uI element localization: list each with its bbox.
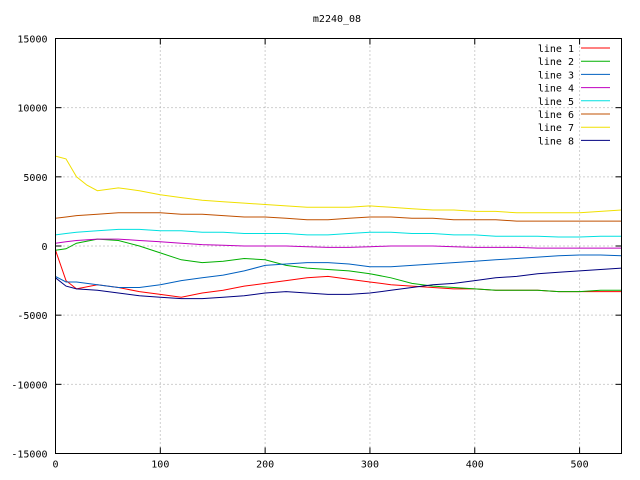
x-tick-label: 400 [466, 460, 484, 471]
legend-label-8: line 8 [538, 136, 574, 147]
chart-title: m2240_08 [313, 14, 361, 25]
y-tick-label: 10000 [17, 104, 47, 115]
series-layer [55, 155, 622, 300]
legend-label-6: line 6 [538, 110, 574, 121]
axes: 0 100 200 300 400 500 -15000 -10000 -5000 0 5000 10… [11, 35, 622, 471]
legend-label-3: line 3 [538, 70, 574, 81]
series-line-6 [55, 212, 622, 222]
y-tick-label: 0 [41, 242, 47, 253]
x-tick-label: 300 [361, 460, 379, 471]
legend-label-7: line 7 [538, 123, 574, 134]
series-line-2 [55, 238, 622, 293]
series-line-8 [55, 267, 622, 300]
y-tick-label: -5000 [17, 311, 47, 322]
series-line-7 [55, 155, 622, 214]
legend-label-4: line 4 [538, 84, 574, 95]
x-tick-label: 500 [571, 460, 589, 471]
y-tick-label: 5000 [23, 173, 47, 184]
x-tick-label: 200 [256, 460, 274, 471]
series-line-4 [55, 238, 622, 249]
x-tick-label: 100 [151, 460, 169, 471]
x-tick-label: 0 [52, 460, 58, 471]
y-tick-label: -10000 [11, 380, 47, 391]
legend-label-1: line 1 [538, 44, 574, 55]
y-tick-label: 15000 [17, 35, 47, 46]
legend-label-2: line 2 [538, 57, 574, 68]
series-line-5 [55, 228, 622, 238]
y-tick-label: -15000 [11, 450, 47, 461]
series-line-3 [55, 254, 622, 288]
plot-frame [55, 38, 622, 454]
legend: line 1 line 2 line 3 line 4 line 5 line 6 line… [538, 44, 610, 147]
legend-label-5: line 5 [538, 97, 574, 108]
